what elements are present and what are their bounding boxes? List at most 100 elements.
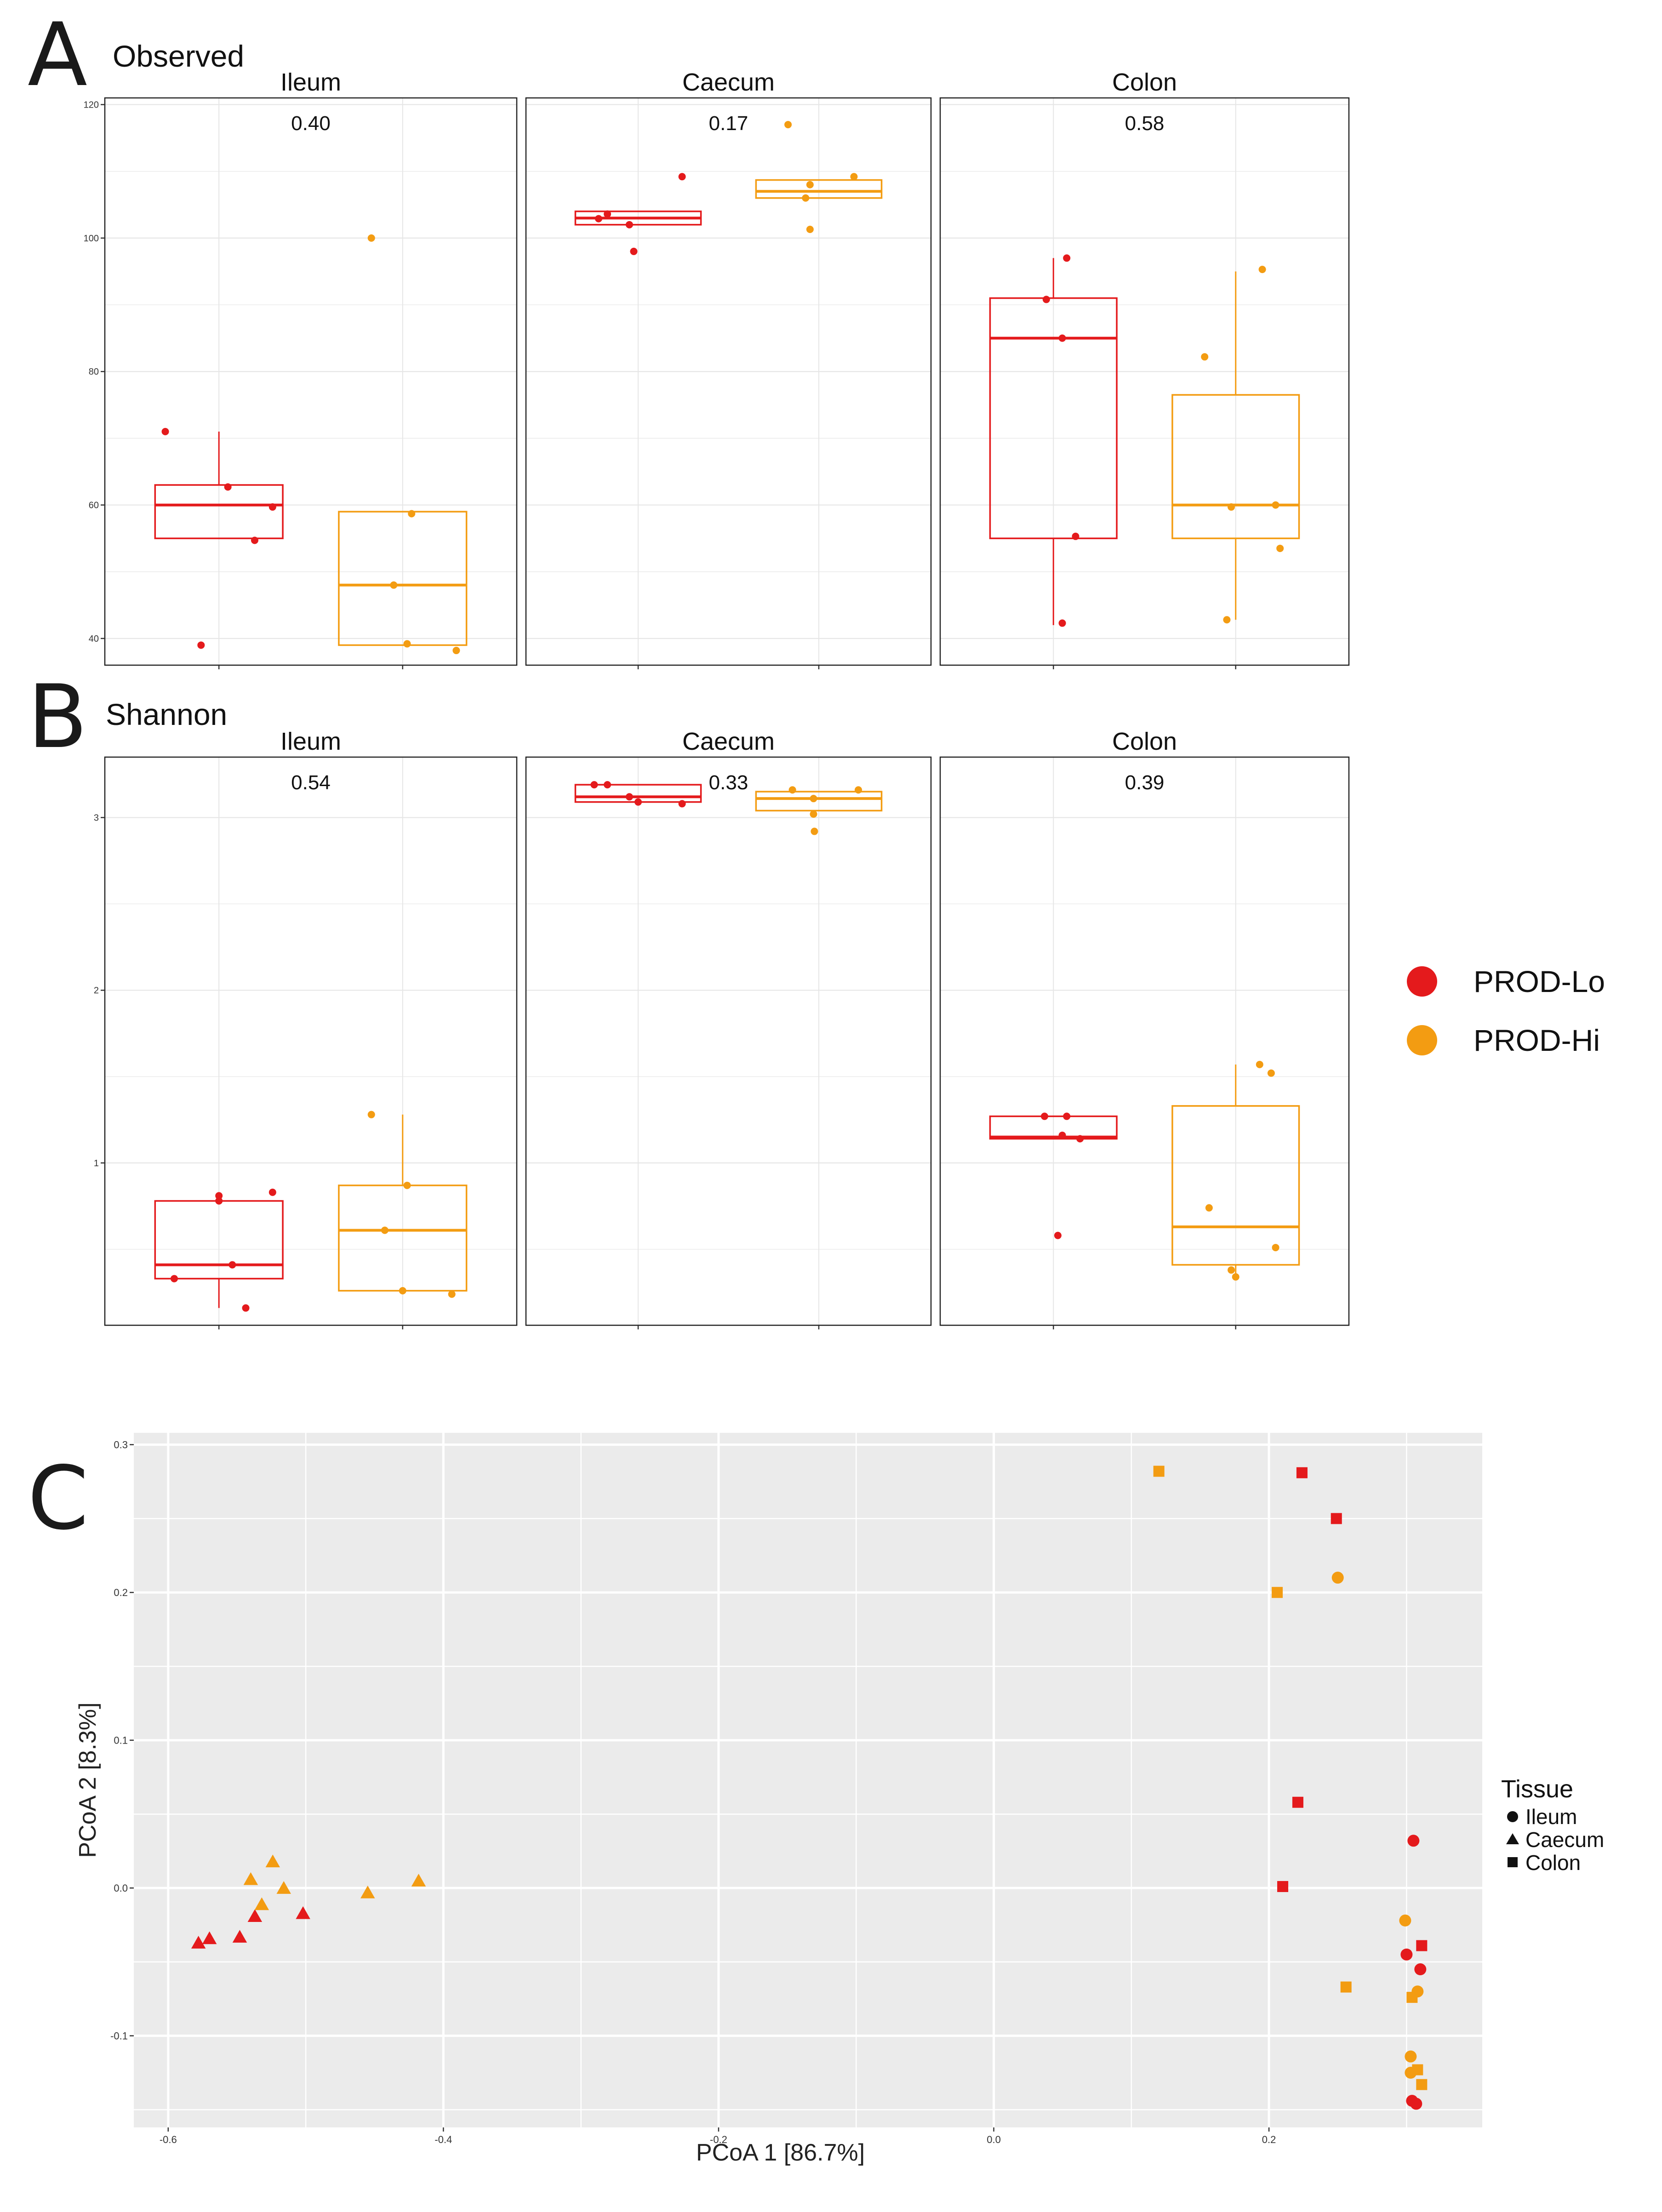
shannon-point — [788, 786, 796, 794]
observed-box-ileum-prod-lo — [154, 431, 284, 539]
observed-point — [1072, 532, 1079, 540]
shannon-point — [1058, 1131, 1066, 1139]
pcoa-point-caecum-prod-lo — [296, 1906, 310, 1919]
shannon-point — [403, 1181, 411, 1189]
box-iqr — [338, 511, 468, 646]
observed-pvalue-caecum: 0.17 — [709, 112, 748, 135]
shannon-title: Shannon — [106, 697, 227, 731]
shannon-point — [810, 810, 817, 818]
shannon-point — [1063, 1112, 1071, 1120]
observed-point — [595, 215, 603, 222]
observed-point — [251, 536, 258, 544]
observed-facet-ileum: Ileum 0.40 — [104, 68, 518, 669]
observed-point — [802, 194, 810, 202]
shannon-facet-frame — [939, 756, 1350, 1326]
box-iqr — [989, 1115, 1118, 1140]
shannon-point — [1256, 1060, 1263, 1068]
pcoa-gridlines — [134, 1433, 1482, 2127]
legend-triangle-icon — [1506, 1833, 1519, 1844]
observed-point — [367, 234, 375, 242]
observed-box-ileum-prod-hi — [338, 511, 468, 646]
shannon-ytick-label: 1 — [94, 1158, 99, 1169]
pcoa-point-colon-prod-hi — [1412, 2064, 1423, 2075]
observed-point — [1042, 296, 1050, 303]
observed-facet-label-ileum: Ileum — [280, 68, 341, 96]
box-iqr — [989, 297, 1118, 539]
pcoa-point-colon-prod-hi — [1340, 1981, 1352, 1993]
observed-chart: Ileum 0.40 Caecum 0.17 Colon 0.58 40 60 80 100 120 — [84, 68, 1350, 669]
observed-gridlines — [940, 98, 1349, 665]
shannon-point — [678, 800, 686, 808]
legend-prod-hi-label: PROD-Hi — [1474, 1023, 1600, 1057]
shannon-point — [1232, 1273, 1239, 1281]
shannon-facet-label-ileum: Ileum — [280, 728, 341, 755]
observed-point — [1058, 334, 1066, 342]
observed-point — [678, 173, 686, 181]
observed-point — [452, 647, 460, 655]
tissue-legend: Tissue Ileum Caecum Colon — [1501, 1775, 1604, 1875]
pcoa-point-colon-prod-hi — [1416, 2079, 1428, 2090]
pcoa-point-colon-prod-hi — [1153, 1465, 1165, 1477]
shannon-point — [228, 1261, 236, 1269]
observed-ytick-label: 40 — [89, 634, 99, 644]
shannon-facet-label-caecum: Caecum — [682, 728, 775, 755]
observed-gridlines — [105, 98, 517, 665]
shannon-point — [854, 786, 862, 794]
pcoa-ytick-label: -0.1 — [110, 2030, 128, 2042]
observed-facet-frame — [525, 97, 932, 666]
box-iqr — [755, 179, 883, 199]
panel-label-a: A — [28, 4, 87, 106]
panel-label-b: B — [28, 666, 87, 768]
shannon-gridlines — [940, 757, 1349, 1325]
pcoa-point-colon-prod-hi — [1406, 1992, 1418, 2003]
pcoa-ytick-label: 0.3 — [114, 1439, 128, 1451]
pcoa-xtick-label: -0.4 — [434, 2134, 452, 2145]
tissue-legend-title: Tissue — [1501, 1775, 1573, 1803]
legend-caecum-label: Caecum — [1525, 1828, 1604, 1852]
pcoa-point-ileum-prod-lo — [1407, 1835, 1420, 1847]
observed-facet-label-caecum: Caecum — [682, 68, 775, 96]
shannon-point — [268, 1188, 276, 1196]
pcoa-point-colon-prod-lo — [1296, 1467, 1308, 1478]
shannon-gridlines — [105, 757, 517, 1325]
observed-facet-frame — [939, 97, 1350, 666]
shannon-ytick-label: 2 — [94, 986, 99, 996]
shannon-box-caecum-prod-hi — [755, 791, 883, 812]
observed-pvalue-ileum: 0.40 — [291, 112, 331, 135]
shannon-facet-label-colon: Colon — [1112, 728, 1177, 755]
legend-prod-lo-label: PROD-Lo — [1474, 964, 1605, 998]
observed-point — [197, 641, 205, 649]
shannon-point — [1228, 1266, 1235, 1274]
shannon-point — [215, 1197, 223, 1205]
observed-point — [408, 510, 416, 518]
observed-ytick-label: 60 — [89, 501, 99, 511]
shannon-pvalue-colon: 0.39 — [1125, 771, 1165, 794]
shannon-point — [604, 781, 611, 789]
observed-facet-colon: Colon 0.58 — [939, 68, 1350, 669]
pcoa-ytick-label: 0.2 — [114, 1587, 128, 1598]
pcoa-point-ileum-prod-lo — [1410, 2098, 1422, 2110]
pcoa-xtick-label: -0.2 — [710, 2134, 727, 2145]
shannon-point — [1272, 1243, 1279, 1251]
pcoa-point-colon-prod-lo — [1292, 1796, 1303, 1808]
observed-point — [1228, 503, 1235, 511]
pcoa-point-caecum-prod-hi — [243, 1872, 258, 1885]
box-iqr — [1171, 1105, 1300, 1266]
shannon-point — [448, 1290, 456, 1298]
pcoa-panel-background — [134, 1433, 1482, 2127]
observed-pvalue-colon: 0.58 — [1125, 112, 1165, 135]
observed-ytick-label: 80 — [89, 367, 99, 377]
shannon-point — [625, 793, 633, 801]
observed-point — [1063, 254, 1071, 262]
group-legend: PROD-Lo PROD-Hi — [1407, 964, 1605, 1057]
shannon-point — [811, 827, 818, 835]
pcoa-point-caecum-prod-lo — [232, 1930, 247, 1943]
shannon-pvalue-ileum: 0.54 — [291, 771, 331, 794]
observed-gridlines — [526, 98, 931, 665]
observed-box-colon-prod-lo — [989, 258, 1118, 625]
shannon-point — [1054, 1231, 1062, 1239]
observed-point — [604, 210, 611, 218]
box-iqr — [755, 791, 883, 812]
observed-title: Observed — [113, 39, 244, 73]
shannon-box-colon-prod-hi — [1171, 1064, 1300, 1277]
